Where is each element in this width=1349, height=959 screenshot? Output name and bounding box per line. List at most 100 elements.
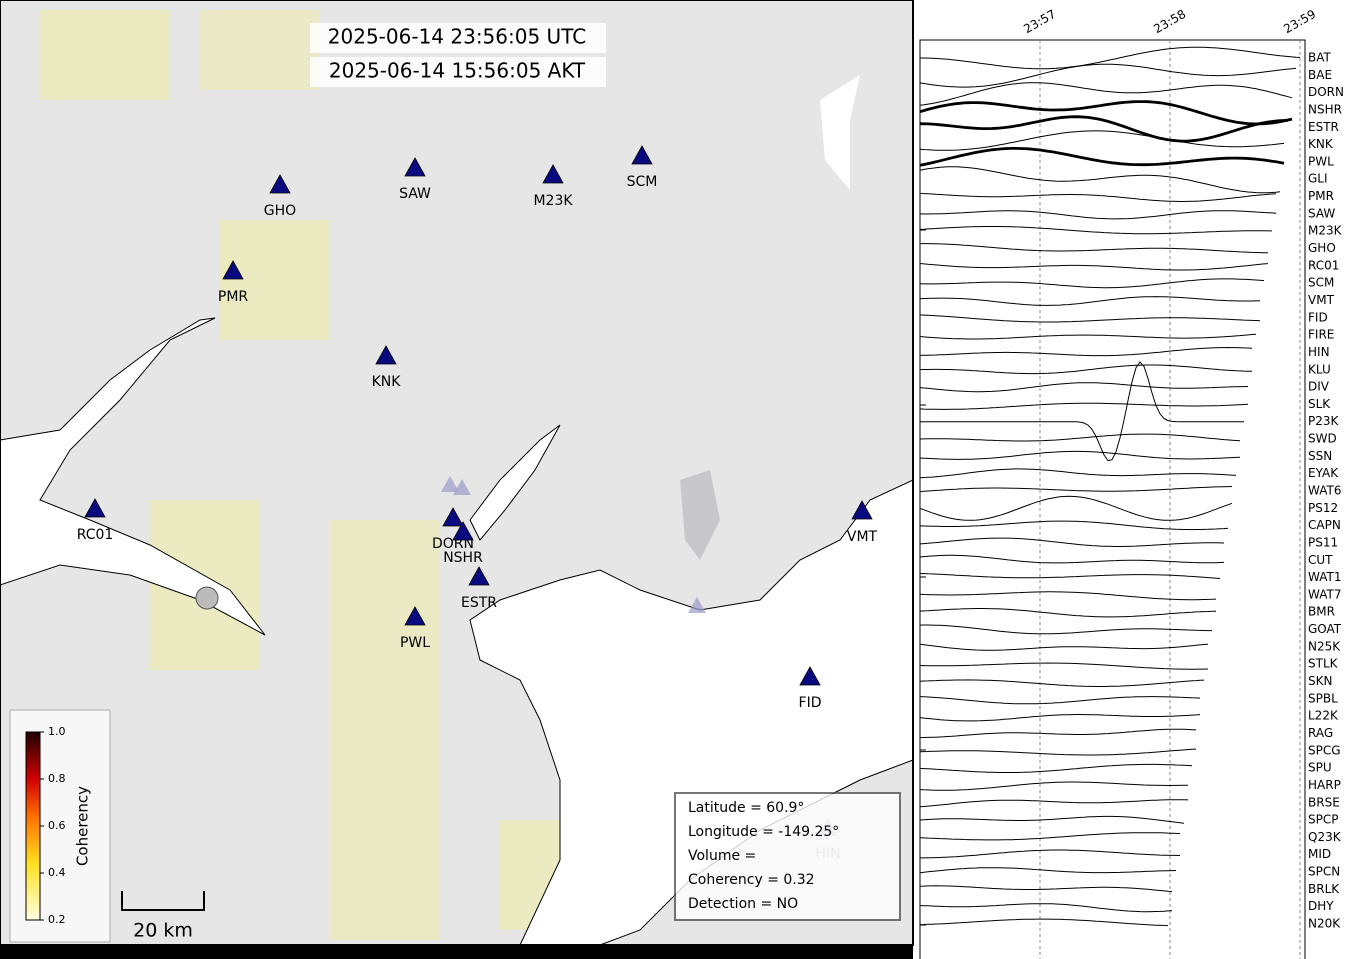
trace-label: SWD: [1308, 432, 1337, 446]
trace: [919, 763, 1193, 773]
trace-label: DORN: [1308, 85, 1344, 99]
snow: [820, 75, 860, 190]
station-marker: [542, 164, 564, 184]
trace: [919, 495, 1233, 521]
trace: [920, 243, 1269, 254]
coherency-patch: [330, 520, 440, 940]
time-tick-label: 23:58: [1151, 7, 1188, 36]
trace: [920, 849, 1181, 859]
trace-label: PS11: [1308, 535, 1338, 549]
trace: [919, 714, 1201, 722]
water: [469, 424, 561, 541]
trace-label: ESTR: [1308, 120, 1339, 134]
trace-label: KLU: [1308, 362, 1331, 376]
trace: [919, 520, 1229, 531]
trace-label: STLK: [1308, 657, 1339, 671]
trace: [919, 662, 1209, 670]
map-frame: [0, 0, 914, 946]
seismogram-panel: 23:57 23:58 23:59 BAT BAE DORN NSHR ESTR KNK PWL G…: [919, 7, 1344, 959]
colorbar-ticks: 0.2 0.4 0.6 0.8 1.0: [40, 725, 66, 926]
trace: [919, 679, 1205, 687]
scale-bar-label: 20 km: [133, 920, 193, 942]
station-marker: [799, 666, 821, 686]
time-box: [310, 23, 606, 53]
trace-label: BRSE: [1308, 795, 1340, 809]
trace: [919, 624, 1212, 635]
station-label: RC01: [77, 527, 114, 543]
trace: [919, 918, 1169, 927]
trace: [919, 591, 1217, 601]
trace: [919, 402, 1249, 410]
trace-label: SPBL: [1308, 691, 1338, 705]
station-marker: [375, 345, 397, 365]
station-label: GHO: [264, 203, 296, 219]
station-marker: [631, 145, 653, 165]
station-label: SCM: [627, 174, 658, 190]
trace-label: PMR: [1308, 189, 1334, 203]
info-line: Coherency = 0.32: [688, 872, 815, 888]
trace-label: HARP: [1308, 778, 1341, 792]
trace-label: M23K: [1308, 224, 1343, 238]
trace: [919, 346, 1253, 357]
trace-label: SKN: [1308, 674, 1332, 688]
trace-label: HIN: [1308, 345, 1330, 359]
trace-label: SPCN: [1308, 865, 1340, 879]
info-line: Volume =: [688, 848, 756, 864]
faded-station: [441, 476, 459, 492]
colorbar-tick-label: 1.0: [48, 725, 66, 738]
trace: [920, 728, 1197, 738]
trace: [919, 433, 1241, 442]
trace: [919, 333, 1257, 340]
trace: [920, 46, 1301, 70]
trace: [920, 361, 1244, 462]
trace: [919, 382, 1249, 393]
trace-label: SPCP: [1308, 813, 1338, 827]
trace: [919, 781, 1189, 791]
station-marker: [851, 500, 873, 520]
trace-label: GHO: [1308, 241, 1336, 255]
trace: [919, 573, 1221, 579]
info-lines: Latitude = 60.9° Longitude = -149.25° Volu…: [688, 800, 839, 912]
station-label: SAW: [399, 186, 431, 202]
trace: [919, 166, 1281, 194]
trace: [919, 643, 1209, 651]
time-box: [310, 57, 606, 87]
trace-label: BRLK: [1308, 882, 1340, 896]
station-marker: [269, 174, 291, 194]
colorbar-label: Coherency: [74, 786, 92, 866]
trace: [919, 63, 1297, 88]
location-marker: [195, 586, 219, 610]
trace-label: L22K: [1308, 709, 1339, 723]
trace-label: WAT6: [1308, 484, 1341, 498]
trace-label: PWL: [1308, 154, 1334, 168]
trace-label: RC01: [1308, 258, 1339, 272]
trace: [919, 226, 1272, 235]
trace: [919, 192, 1277, 202]
glacier: [680, 470, 720, 560]
station-marker: [452, 521, 474, 541]
trace: [919, 885, 1173, 893]
trace: [919, 867, 1177, 874]
trace: [919, 799, 1189, 808]
colorbar-tick-label: 0.2: [48, 913, 66, 926]
faded-station: [688, 597, 706, 613]
trace-label: BMR: [1308, 605, 1335, 619]
trace-label: SLK: [1308, 397, 1331, 411]
info-line: Detection = NO: [688, 896, 798, 912]
time-tick-label: 23:59: [1281, 7, 1318, 36]
trace: [919, 748, 1197, 756]
trace: [919, 115, 1289, 143]
colorbar-tick-label: 0.6: [48, 819, 66, 832]
colorbar: [25, 731, 41, 921]
trace-label: BAT: [1308, 51, 1332, 65]
trace: [919, 537, 1225, 547]
coherency-patch: [200, 10, 320, 90]
trace-label: Q23K: [1308, 830, 1342, 844]
station-label: M23K: [533, 193, 573, 209]
trace-label: GOAT: [1308, 622, 1342, 636]
trace: [919, 468, 1237, 479]
trace-label: PS12: [1308, 501, 1338, 515]
colorbar-tick-label: 0.8: [48, 772, 66, 785]
